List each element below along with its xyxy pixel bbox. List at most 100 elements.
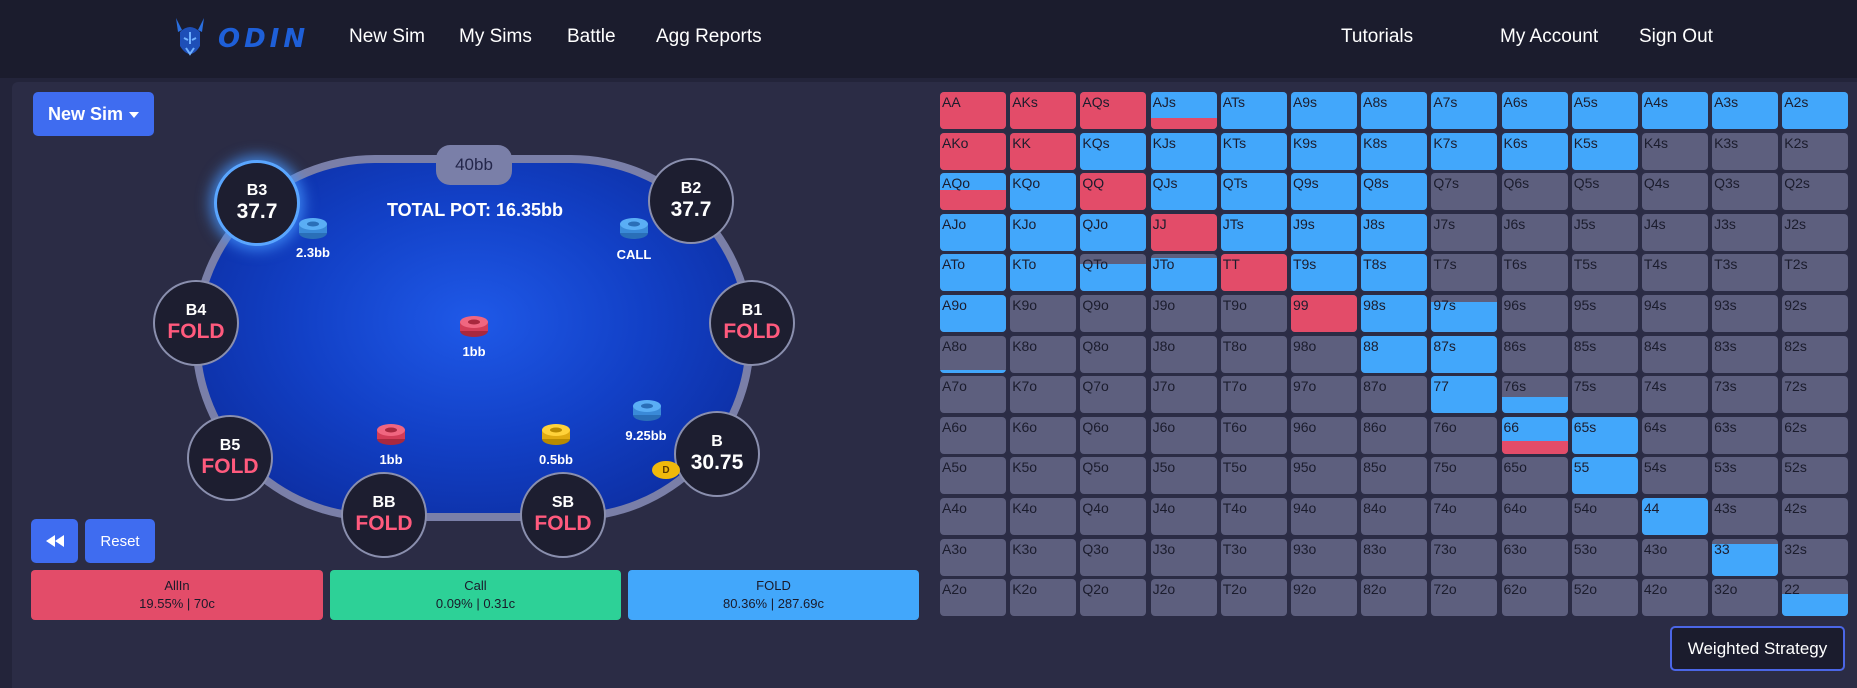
hand-cell-A6o[interactable]: A6o <box>940 416 1006 454</box>
hand-cell-T5s[interactable]: T5s <box>1571 254 1638 292</box>
hand-cell-K4s[interactable]: K4s <box>1641 132 1708 170</box>
hand-cell-ATo[interactable]: ATo <box>940 254 1006 292</box>
hand-cell-A7s[interactable]: A7s <box>1431 92 1498 129</box>
hand-cell-72o[interactable]: 72o <box>1431 579 1498 617</box>
hand-cell-98s[interactable]: 98s <box>1361 294 1428 332</box>
hand-cell-A5s[interactable]: A5s <box>1571 92 1638 129</box>
hand-cell-73o[interactable]: 73o <box>1431 538 1498 576</box>
hand-cell-96s[interactable]: 96s <box>1501 294 1568 332</box>
hand-cell-83s[interactable]: 83s <box>1712 335 1779 373</box>
hand-cell-J2o[interactable]: J2o <box>1150 579 1217 617</box>
hand-cell-KTo[interactable]: KTo <box>1010 254 1077 292</box>
hand-cell-86o[interactable]: 86o <box>1361 416 1428 454</box>
reset-button[interactable]: Reset <box>85 519 155 563</box>
hand-cell-A2s[interactable]: A2s <box>1782 92 1849 129</box>
hand-cell-QJs[interactable]: QJs <box>1150 173 1217 211</box>
hand-cell-72s[interactable]: 72s <box>1782 376 1849 414</box>
hand-cell-Q4s[interactable]: Q4s <box>1641 173 1708 211</box>
hand-cell-T5o[interactable]: T5o <box>1220 457 1287 495</box>
seat-b3[interactable]: B3 37.7 <box>214 160 300 246</box>
hand-cell-84o[interactable]: 84o <box>1361 497 1428 535</box>
hand-cell-Q9s[interactable]: Q9s <box>1290 173 1357 211</box>
hand-cell-T9o[interactable]: T9o <box>1220 294 1287 332</box>
hand-cell-AQo[interactable]: AQo <box>940 173 1006 211</box>
hand-cell-AJs[interactable]: AJs <box>1150 92 1217 129</box>
hand-cell-AKo[interactable]: AKo <box>940 132 1006 170</box>
hand-cell-22[interactable]: 22 <box>1782 579 1849 617</box>
hand-cell-97s[interactable]: 97s <box>1431 294 1498 332</box>
hand-cell-QJo[interactable]: QJo <box>1080 213 1147 251</box>
hand-cell-75s[interactable]: 75s <box>1571 376 1638 414</box>
hand-cell-AA[interactable]: AA <box>940 92 1006 129</box>
odin-logo[interactable]: ODIN <box>172 14 309 64</box>
hand-cell-QTo[interactable]: QTo <box>1080 254 1147 292</box>
hand-cell-Q7s[interactable]: Q7s <box>1431 173 1498 211</box>
nav-tutorials[interactable]: Tutorials <box>1341 26 1414 47</box>
hand-cell-T6o[interactable]: T6o <box>1220 416 1287 454</box>
hand-cell-95s[interactable]: 95s <box>1571 294 1638 332</box>
hand-cell-76s[interactable]: 76s <box>1501 376 1568 414</box>
hand-cell-99[interactable]: 99 <box>1290 294 1357 332</box>
hand-cell-K2s[interactable]: K2s <box>1782 132 1849 170</box>
hand-cell-J5o[interactable]: J5o <box>1150 457 1217 495</box>
hand-cell-83o[interactable]: 83o <box>1361 538 1428 576</box>
hand-cell-J6o[interactable]: J6o <box>1150 416 1217 454</box>
hand-cell-T9s[interactable]: T9s <box>1290 254 1357 292</box>
hand-cell-53s[interactable]: 53s <box>1712 457 1779 495</box>
hand-cell-95o[interactable]: 95o <box>1290 457 1357 495</box>
seat-sb[interactable]: SB FOLD <box>520 472 606 558</box>
hand-cell-J7s[interactable]: J7s <box>1431 213 1498 251</box>
nav-my-account[interactable]: My Account <box>1500 26 1599 47</box>
hand-cell-K3o[interactable]: K3o <box>1010 538 1077 576</box>
hand-cell-92o[interactable]: 92o <box>1290 579 1357 617</box>
action-allin-button[interactable]: AllIn 19.55% | 70c <box>31 570 323 620</box>
hand-cell-93s[interactable]: 93s <box>1712 294 1779 332</box>
rewind-button[interactable] <box>31 519 78 563</box>
hand-cell-75o[interactable]: 75o <box>1431 457 1498 495</box>
hand-cell-44[interactable]: 44 <box>1641 497 1708 535</box>
hand-cell-74s[interactable]: 74s <box>1641 376 1708 414</box>
hand-cell-63o[interactable]: 63o <box>1501 538 1568 576</box>
hand-cell-66[interactable]: 66 <box>1501 416 1568 454</box>
hand-cell-73s[interactable]: 73s <box>1712 376 1779 414</box>
action-call-button[interactable]: Call 0.09% | 0.31c <box>330 570 621 620</box>
hand-cell-K7o[interactable]: K7o <box>1010 376 1077 414</box>
hand-cell-T2o[interactable]: T2o <box>1220 579 1287 617</box>
hand-cell-QTs[interactable]: QTs <box>1220 173 1287 211</box>
hand-cell-A4o[interactable]: A4o <box>940 497 1006 535</box>
nav-sign-out[interactable]: Sign Out <box>1639 26 1713 47</box>
hand-cell-KJo[interactable]: KJo <box>1010 213 1077 251</box>
hand-cell-55[interactable]: 55 <box>1571 457 1638 495</box>
hand-cell-T2s[interactable]: T2s <box>1782 254 1849 292</box>
hand-cell-53o[interactable]: 53o <box>1571 538 1638 576</box>
hand-cell-94s[interactable]: 94s <box>1641 294 1708 332</box>
hand-cell-94o[interactable]: 94o <box>1290 497 1357 535</box>
hand-cell-T8o[interactable]: T8o <box>1220 335 1287 373</box>
hand-cell-87o[interactable]: 87o <box>1361 376 1428 414</box>
hand-cell-A3o[interactable]: A3o <box>940 538 1006 576</box>
hand-cell-T7s[interactable]: T7s <box>1431 254 1498 292</box>
hand-cell-AKs[interactable]: AKs <box>1010 92 1077 129</box>
hand-cell-TT[interactable]: TT <box>1220 254 1287 292</box>
new-sim-dropdown-button[interactable]: New Sim <box>33 92 154 136</box>
hand-cell-84s[interactable]: 84s <box>1641 335 1708 373</box>
hand-cell-98o[interactable]: 98o <box>1290 335 1357 373</box>
hand-cell-82o[interactable]: 82o <box>1361 579 1428 617</box>
hand-cell-Q5o[interactable]: Q5o <box>1080 457 1147 495</box>
hand-cell-Q9o[interactable]: Q9o <box>1080 294 1147 332</box>
hand-cell-Q8o[interactable]: Q8o <box>1080 335 1147 373</box>
hand-cell-32s[interactable]: 32s <box>1782 538 1849 576</box>
nav-battle[interactable]: Battle <box>567 26 616 47</box>
hand-cell-K6o[interactable]: K6o <box>1010 416 1077 454</box>
hand-cell-JTs[interactable]: JTs <box>1220 213 1287 251</box>
seat-bb[interactable]: BB FOLD <box>341 472 427 558</box>
hand-cell-J6s[interactable]: J6s <box>1501 213 1568 251</box>
hand-cell-J5s[interactable]: J5s <box>1571 213 1638 251</box>
hand-cell-AQs[interactable]: AQs <box>1080 92 1147 129</box>
hand-cell-65s[interactable]: 65s <box>1571 416 1638 454</box>
hand-cell-A8s[interactable]: A8s <box>1361 92 1428 129</box>
hand-cell-A2o[interactable]: A2o <box>940 579 1006 617</box>
hand-cell-Q2o[interactable]: Q2o <box>1080 579 1147 617</box>
hand-cell-62o[interactable]: 62o <box>1501 579 1568 617</box>
hand-cell-T4o[interactable]: T4o <box>1220 497 1287 535</box>
